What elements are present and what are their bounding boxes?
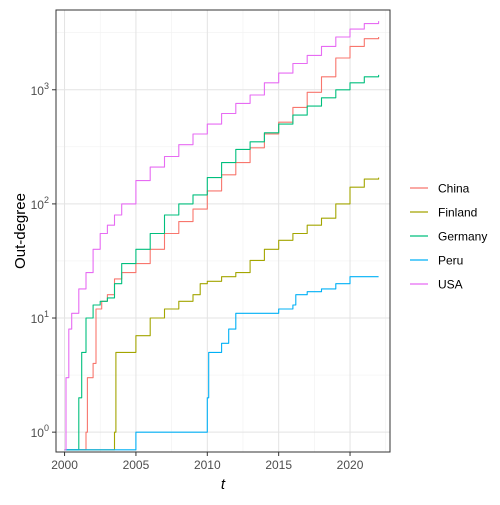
series-line-germany	[64, 74, 380, 451]
x-tick-label: 2005	[123, 458, 150, 472]
axes: 2000 2005 2010 2015 2020 100 101 102 103	[31, 81, 364, 472]
x-tick-label: 2010	[194, 458, 221, 472]
series-line-usa	[64, 21, 380, 451]
series-lines	[64, 21, 380, 451]
grid	[56, 10, 390, 452]
x-tick-label: 2000	[51, 458, 78, 472]
legend-label-usa: USA	[438, 278, 463, 292]
legend: China Finland Germany Peru USA	[410, 182, 487, 292]
legend-label-peru: Peru	[438, 254, 463, 268]
series-line-china	[64, 37, 380, 451]
x-tick-label: 2020	[337, 458, 364, 472]
y-tick-label: 100	[31, 423, 49, 440]
x-tick-label: 2015	[265, 458, 292, 472]
legend-label-china: China	[438, 182, 470, 196]
series-line-finland	[64, 177, 380, 451]
series-line-peru	[64, 276, 379, 451]
x-axis-title: t	[221, 476, 226, 493]
legend-label-finland: Finland	[438, 206, 477, 220]
y-tick-label: 101	[31, 309, 49, 326]
y-tick-label: 102	[31, 195, 49, 212]
y-tick-label: 103	[31, 81, 49, 98]
plot-panel-border	[55, 9, 391, 453]
y-axis-title: Out-degree	[12, 193, 29, 269]
legend-label-germany: Germany	[438, 230, 487, 244]
